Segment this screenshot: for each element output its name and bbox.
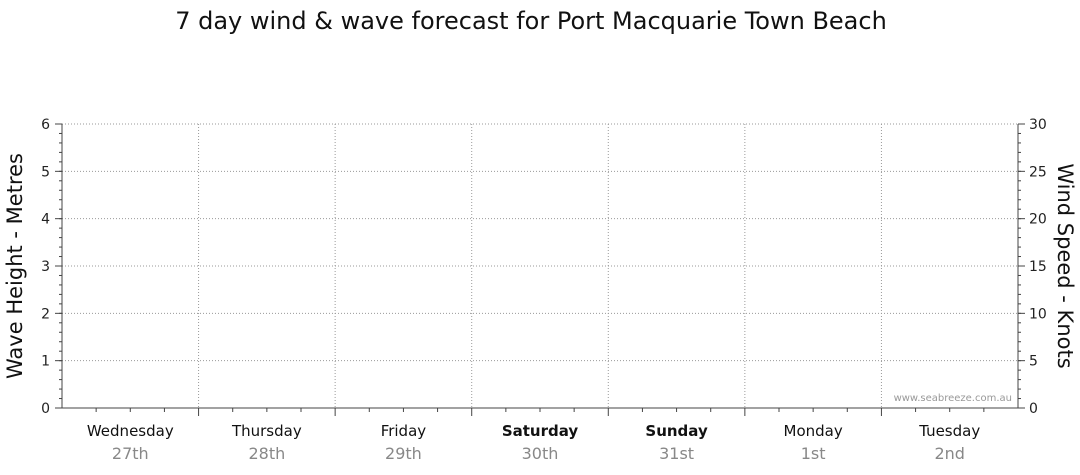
left-tick-label: 0 <box>41 401 50 417</box>
day-date-label: 29th <box>385 444 422 463</box>
day-name-label: Friday <box>381 422 427 440</box>
chart-title: 7 day wind & wave forecast for Port Macq… <box>175 7 887 35</box>
watermark-text: www.seabreeze.com.au <box>894 393 1012 404</box>
right-tick-label: 0 <box>1029 401 1038 417</box>
right-tick-label: 10 <box>1029 306 1047 322</box>
left-axis-ticks: 0 1 2 3 4 5 6 <box>41 117 62 417</box>
day-name-label: Saturday <box>502 422 579 440</box>
right-axis-ticks: 0 5 10 15 20 25 30 <box>1018 117 1047 417</box>
right-tick-label: 25 <box>1029 164 1047 180</box>
day-date-label: 28th <box>248 444 285 463</box>
left-tick-label: 1 <box>41 354 50 370</box>
grid-lines <box>62 123 1018 408</box>
right-tick-label: 30 <box>1029 117 1047 133</box>
day-date-label: 2nd <box>934 444 964 463</box>
left-tick-label: 2 <box>41 306 50 322</box>
left-axis-title: Wave Height - Metres <box>3 153 27 379</box>
right-axis-title: Wind Speed - Knots <box>1053 163 1077 368</box>
left-tick-label: 3 <box>41 259 50 275</box>
day-labels: Wednesday 27th Thursday 28th Friday 29th Satur… <box>87 422 980 463</box>
right-tick-label: 5 <box>1029 354 1038 370</box>
day-name-label: Monday <box>784 422 843 440</box>
day-date-label: 1st <box>801 444 826 463</box>
left-tick-label: 5 <box>41 164 50 180</box>
day-name-label: Thursday <box>231 422 302 440</box>
day-date-label: 27th <box>112 444 149 463</box>
left-tick-label: 6 <box>41 117 50 133</box>
day-name-label: Sunday <box>645 422 708 440</box>
right-tick-label: 15 <box>1029 259 1047 275</box>
day-name-label: Wednesday <box>87 422 174 440</box>
right-tick-label: 20 <box>1029 212 1047 228</box>
axes <box>61 124 1019 416</box>
day-date-label: 30th <box>522 444 559 463</box>
left-tick-label: 4 <box>41 212 50 228</box>
day-name-label: Tuesday <box>918 422 980 440</box>
day-date-label: 31st <box>659 444 694 463</box>
